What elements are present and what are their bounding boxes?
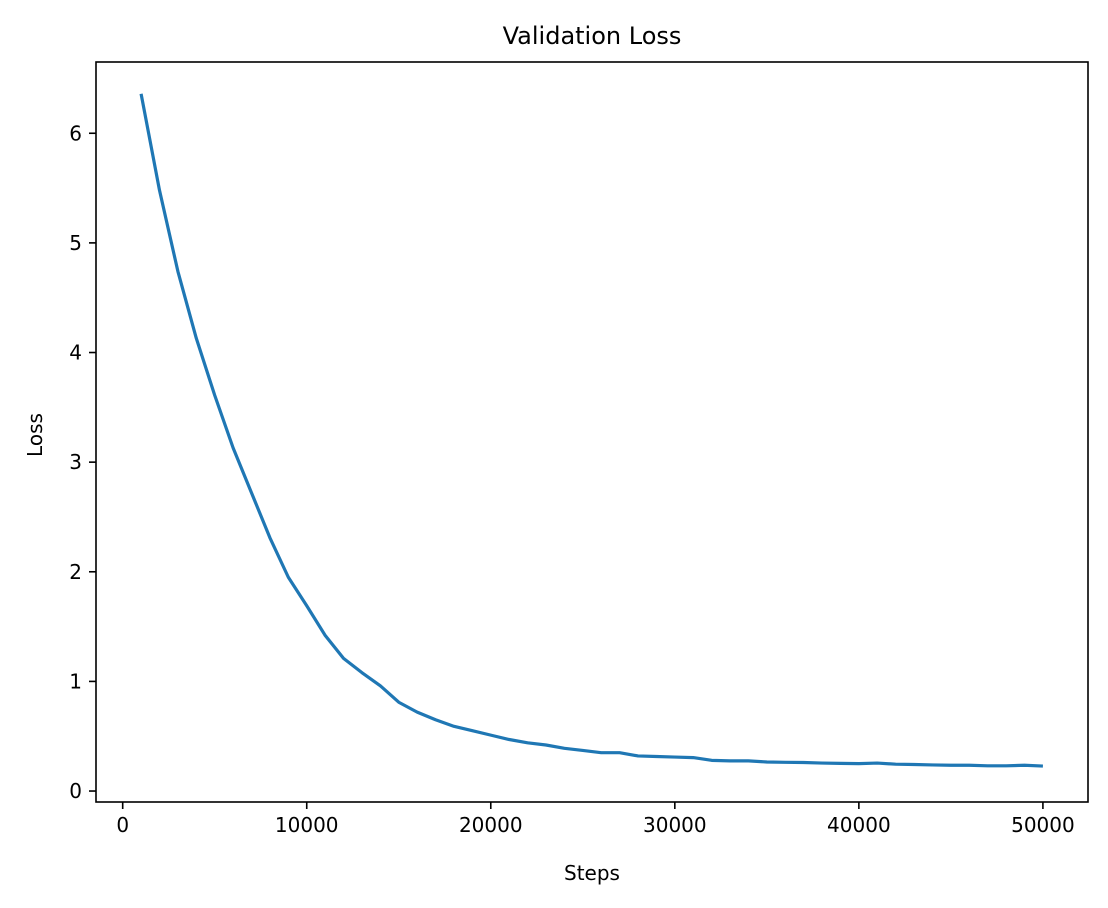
chart-title: Validation Loss (503, 22, 682, 50)
y-tick-label: 4 (69, 341, 82, 365)
x-tick-label: 20000 (459, 813, 523, 837)
loss-series-line (139, 93, 1043, 768)
y-axis-label: Loss (23, 413, 47, 457)
y-tick-label: 1 (69, 669, 82, 693)
y-tick-label: 6 (69, 121, 82, 145)
x-tick-label: 10000 (275, 813, 339, 837)
x-tick-label: 30000 (643, 813, 707, 837)
x-axis-ticks: 0 10000 20000 30000 40000 50000 (116, 802, 1075, 837)
x-tick-label: 40000 (827, 813, 891, 837)
series-layer (139, 93, 1043, 768)
y-axis-ticks: 0 1 2 3 4 5 6 (69, 121, 96, 803)
x-tick-label: 0 (116, 813, 129, 837)
y-tick-label: 3 (69, 450, 82, 474)
y-tick-label: 0 (69, 779, 82, 803)
y-tick-label: 2 (69, 560, 82, 584)
x-axis-label: Steps (564, 861, 620, 885)
axes-frame (95, 61, 1089, 803)
y-tick-label: 5 (69, 231, 82, 255)
x-tick-label: 50000 (1011, 813, 1075, 837)
plot-area: 0 10000 20000 30000 40000 50000 0 1 2 3 4 5 6 (69, 61, 1089, 837)
